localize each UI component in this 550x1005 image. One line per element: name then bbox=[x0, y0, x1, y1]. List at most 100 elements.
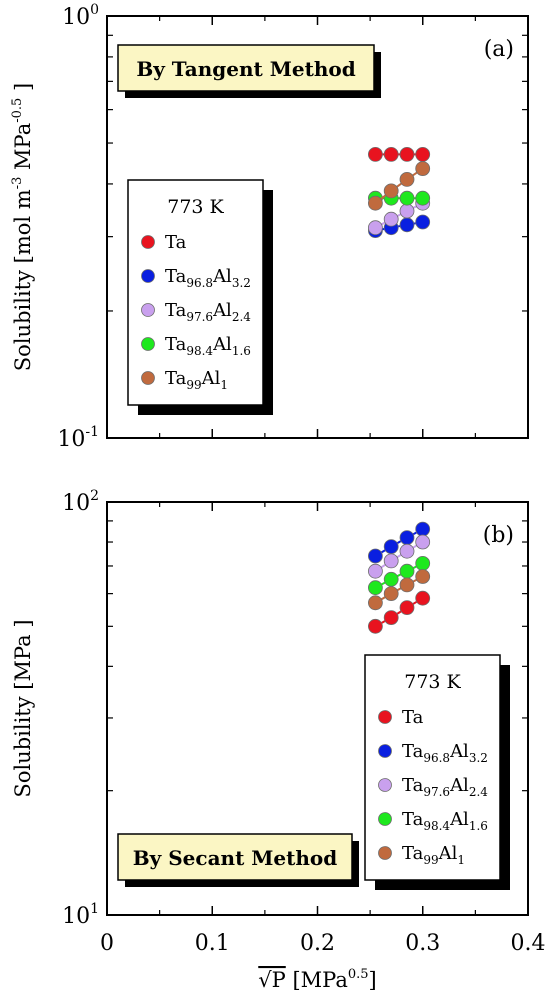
series-2 bbox=[367, 534, 431, 579]
legend-entry-text: Al bbox=[212, 334, 232, 355]
data-point bbox=[383, 539, 399, 554]
series-line bbox=[374, 528, 424, 557]
data-point bbox=[383, 146, 399, 162]
legend-entry-sub: 99 bbox=[186, 378, 201, 392]
y-tick-label: 100 bbox=[62, 2, 99, 30]
legend-entry-sub: 1 bbox=[220, 378, 228, 392]
legend-entry-sub: 99 bbox=[423, 853, 438, 867]
data-point bbox=[415, 556, 431, 571]
legend-marker bbox=[378, 812, 392, 826]
legend-entry-sub: 1.6 bbox=[469, 819, 488, 833]
x-axis-label-unit: [MPa bbox=[286, 968, 348, 992]
series-line bbox=[374, 541, 424, 573]
legend-entry-sub: 97.6 bbox=[423, 785, 450, 799]
y-tick-base: 10 bbox=[62, 491, 90, 516]
panel-label: (a) bbox=[484, 37, 514, 62]
data-point bbox=[415, 569, 431, 584]
data-point bbox=[415, 534, 431, 550]
series-0 bbox=[367, 146, 431, 162]
legend-marker bbox=[378, 710, 392, 724]
legend-entry-sub: 2.4 bbox=[469, 785, 488, 799]
data-point bbox=[399, 146, 415, 162]
y-tick-exponent: 1 bbox=[90, 901, 99, 917]
series-line bbox=[374, 167, 424, 204]
legend-marker bbox=[141, 235, 155, 249]
x-tick-label: 0.4 bbox=[511, 931, 546, 956]
legend-entry-text: Al bbox=[212, 300, 232, 321]
legend-entry-text: Al bbox=[438, 843, 458, 864]
legend-entry-text: Ta bbox=[402, 775, 424, 796]
legend-entry-sub: 2.4 bbox=[232, 310, 251, 324]
legend-entry-text: Ta bbox=[165, 368, 187, 389]
legend-title: 773 K bbox=[167, 196, 224, 218]
data-point bbox=[367, 548, 383, 564]
legend-entry-sub: 3.2 bbox=[469, 751, 488, 765]
data-point bbox=[415, 590, 431, 606]
data-point bbox=[399, 563, 415, 579]
method-box bbox=[117, 44, 375, 92]
x-axis-label-close: ] bbox=[369, 968, 377, 992]
y-tick-label: 102 bbox=[62, 488, 99, 516]
data-point bbox=[415, 161, 431, 177]
legend-entry-text: Ta bbox=[402, 809, 424, 830]
legend-entry: Ta96.8​Al3.2​ bbox=[165, 266, 251, 290]
legend-entry-text: Al bbox=[201, 368, 221, 389]
legend-marker bbox=[378, 778, 392, 792]
y-axis-label-text: MPa bbox=[11, 123, 35, 177]
legend-entry-sub: 1 bbox=[457, 853, 465, 867]
y-tick-base: 10 bbox=[62, 5, 90, 30]
legend bbox=[364, 654, 501, 881]
series-4 bbox=[367, 569, 431, 611]
series-line bbox=[375, 221, 423, 232]
y-axis-label-text: Solubility [mol m bbox=[11, 189, 35, 371]
legend-marker bbox=[141, 337, 155, 351]
legend-entry: Ta99​Al1​ bbox=[402, 843, 465, 867]
data-point bbox=[399, 190, 415, 206]
data-point bbox=[415, 146, 431, 162]
legend-entry-text: Ta bbox=[402, 707, 424, 728]
legend-entry-sub: 3.2 bbox=[232, 276, 251, 290]
legend-entry-text: Al bbox=[449, 809, 469, 830]
data-point bbox=[383, 610, 399, 625]
legend-marker bbox=[378, 744, 392, 758]
y-tick-base: 10 bbox=[57, 427, 85, 452]
data-point bbox=[383, 553, 399, 569]
legend bbox=[127, 179, 264, 406]
y-tick-label: 10-1 bbox=[57, 424, 99, 452]
legend-marker bbox=[141, 303, 155, 317]
y-tick-base: 10 bbox=[62, 904, 90, 929]
x-tick-label: 0.3 bbox=[405, 931, 440, 956]
method-label: By Secant Method bbox=[133, 846, 338, 870]
legend-entry-text: Ta bbox=[165, 232, 187, 253]
series-line bbox=[374, 562, 424, 589]
legend-marker bbox=[141, 269, 155, 283]
legend-entry-text: Al bbox=[449, 775, 469, 796]
data-point bbox=[367, 563, 383, 579]
data-point bbox=[383, 571, 399, 587]
series-line bbox=[374, 202, 424, 229]
method-label: By Tangent Method bbox=[136, 57, 355, 81]
series-2 bbox=[367, 195, 431, 236]
data-point bbox=[367, 146, 383, 162]
y-tick-exponent: 0 bbox=[90, 2, 99, 18]
legend-entry-sub: 98.4 bbox=[423, 819, 450, 833]
legend-entry: Ta97.6​Al2.4​ bbox=[165, 300, 251, 324]
data-point bbox=[399, 600, 415, 615]
y-axis-label: Solubility [mol m-3 MPa-0.5 ] bbox=[10, 83, 35, 371]
data-point bbox=[383, 586, 399, 601]
legend-entry: Ta bbox=[402, 707, 424, 728]
series-line bbox=[374, 575, 424, 604]
legend-marker bbox=[378, 846, 392, 860]
data-point bbox=[383, 211, 399, 227]
legend-entry-text: Ta bbox=[402, 843, 424, 864]
data-point bbox=[367, 595, 383, 611]
x-axis-label-sup: 0.5 bbox=[348, 967, 369, 982]
x-axis-label-sqrt: √P bbox=[258, 968, 286, 992]
legend-entry-text: Ta bbox=[402, 741, 424, 762]
data-point bbox=[415, 521, 431, 537]
legend-title: 773 K bbox=[404, 671, 461, 693]
x-tick-label: 0.2 bbox=[300, 931, 335, 956]
y-tick-label: 101 bbox=[62, 901, 99, 929]
series-4 bbox=[367, 161, 431, 211]
